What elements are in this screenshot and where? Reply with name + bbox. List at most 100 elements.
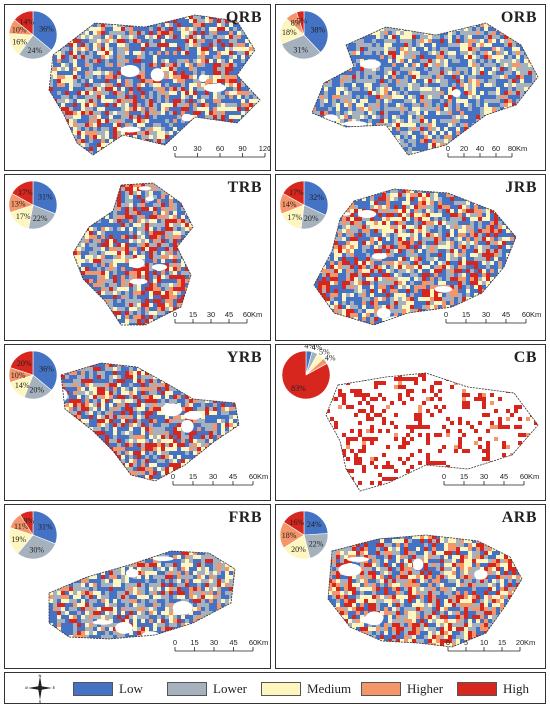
pie-slice-low xyxy=(32,10,58,51)
pie-label-lower: 22% xyxy=(309,540,324,549)
scale-tick: 15 xyxy=(189,310,197,319)
legend: N S E W Low Lower Medium Higher High xyxy=(4,672,546,704)
pie-label-low: 36% xyxy=(39,365,54,374)
compass-w: W xyxy=(25,685,28,690)
scale-bar: 0 15 30 45 60 Km xyxy=(442,472,539,486)
scale-tick: 30 xyxy=(207,310,215,319)
scale-tick: 45 xyxy=(500,472,508,481)
pie-arb: 24% 22%20% 18% 16% xyxy=(279,510,329,560)
map-yrb: 36%20%14%10%20%0 15 30 45 60 Km xyxy=(8,350,268,486)
pie-label-lower: 4% xyxy=(312,345,323,352)
map-trb: 31%22%17%13%17%0 15 30 45 60 Km xyxy=(8,180,262,326)
pie-label-higher: 8% xyxy=(291,18,302,27)
panel-orb: 38% 31% 18% 8% 5% 0 20 40 60 80 Km ORB xyxy=(275,4,546,171)
pie-frb: 31% 30%19% 11%9% xyxy=(8,510,58,560)
pie-label-high: 9% xyxy=(24,517,35,526)
basin-outline xyxy=(60,362,240,482)
panel-qrb: 36% 24%16% 10%14% 0 30 60 90 120Km QRB xyxy=(4,4,271,171)
pie-label-medium: 17% xyxy=(16,212,31,221)
basin-outline xyxy=(72,182,194,326)
pie-slice-high xyxy=(281,350,331,400)
legend-label-medium: Medium xyxy=(307,681,352,696)
scale-tick: 60 xyxy=(216,144,224,153)
pie-label-lower: 31% xyxy=(293,46,308,55)
scale-tick: 15 xyxy=(462,310,470,319)
pie-slice-low xyxy=(32,350,58,391)
scale-tick: 45 xyxy=(502,310,510,319)
scale-tick: 20 xyxy=(516,638,524,647)
scale-tick: 45 xyxy=(229,638,237,647)
scale-bar: 0 15 30 45 60 Km xyxy=(173,310,262,324)
scale-tick: 30 xyxy=(193,144,201,153)
scale-unit: Km xyxy=(524,638,535,647)
pie-slice-low xyxy=(303,180,329,216)
panel-yrb: 36% 20% 14% 10% 20% 0 15 30 45 60 Km YRB xyxy=(4,344,271,501)
scale-tick: 120 xyxy=(259,144,271,153)
panel-title: TRB xyxy=(227,179,262,196)
pie-label-low: 24% xyxy=(307,520,322,529)
pie-label-low: 31% xyxy=(38,523,53,532)
scale-tick: 15 xyxy=(190,638,198,647)
scale-unit: Km xyxy=(251,310,262,319)
pie-label-lower: 30% xyxy=(29,545,44,554)
pie-slice-high xyxy=(19,510,34,537)
panel-title: JRB xyxy=(505,179,537,196)
pie-label-medium: 18% xyxy=(282,28,297,37)
scale-tick: 45 xyxy=(229,472,237,481)
scale-tick: 10 xyxy=(480,638,488,647)
pie-label-high: 17% xyxy=(18,188,33,197)
pie-slice-low xyxy=(32,180,58,215)
pie-label-lower: 22% xyxy=(33,214,48,223)
pie-slice-lower xyxy=(18,34,52,60)
scale-unit: Km xyxy=(257,472,268,481)
compass-e: E xyxy=(53,685,55,690)
pie-cb: 4%4%5%4%83% xyxy=(281,345,336,400)
pie-label-higher: 11% xyxy=(14,522,29,531)
pie-label-low: 31% xyxy=(38,193,53,202)
scale-unit: Km xyxy=(530,310,541,319)
pie-label-low: 4% xyxy=(304,345,315,350)
scale-tick: 60 xyxy=(249,472,257,481)
legend-label-higher: Higher xyxy=(407,681,444,696)
scale-tick: 45 xyxy=(225,310,233,319)
map-frb: 31% 30%19% 11%9% 0 15 30 45 60 Km xyxy=(8,510,268,652)
pie-label-medium: 17% xyxy=(288,213,303,222)
scale-tick: 60 xyxy=(522,310,530,319)
pie-label-medium: 16% xyxy=(12,37,27,46)
pie-label-low: 32% xyxy=(309,193,324,202)
compass-n: N xyxy=(39,673,42,678)
legend-label-lower: Lower xyxy=(213,681,247,696)
scale-bar: 0 20 40 60 80 Km xyxy=(446,144,527,158)
legend-swatch-higher xyxy=(361,682,401,696)
pie-label-medium: 20% xyxy=(291,545,306,554)
basin-outline xyxy=(48,14,261,156)
scale-tick: 0 xyxy=(446,638,450,647)
pie-slice-lower xyxy=(303,533,329,559)
pie-trb: 31%22%17%13%17% xyxy=(8,180,58,230)
legend-swatch-high xyxy=(457,682,497,696)
scale-tick: 60 xyxy=(243,310,251,319)
legend-label-low: Low xyxy=(119,681,143,696)
scale-tick: 15 xyxy=(189,472,197,481)
pie-label-high: 83% xyxy=(291,384,306,393)
scale-tick: 0 xyxy=(173,144,177,153)
legend-swatch-low xyxy=(73,682,113,696)
pie-label-medium: 19% xyxy=(11,535,26,544)
pie-label-higher: 14% xyxy=(282,200,297,209)
panel-title: YRB xyxy=(226,349,262,366)
pie-slice-high xyxy=(14,10,34,36)
pie-label-higher: 10% xyxy=(12,26,27,35)
pie-label-lower: 20% xyxy=(304,214,319,223)
pie-slice-high xyxy=(283,510,305,536)
scale-unit: Km xyxy=(269,144,271,153)
panel-arb: 24% 22% 20% 18% 16% 0 5 10 15 20 Km ARB xyxy=(275,504,546,669)
scale-tick: 30 xyxy=(482,310,490,319)
scale-bar: 0 30 60 90 120Km xyxy=(173,144,271,158)
map-cb: 4%4%5%4%83%0 15 30 45 60 Km xyxy=(281,345,539,492)
scale-tick: 20 xyxy=(460,144,468,153)
scale-tick: 15 xyxy=(498,638,506,647)
scale-tick: 90 xyxy=(238,144,246,153)
pie-label-medium: 14% xyxy=(15,381,30,390)
scale-tick: 60 xyxy=(492,144,500,153)
scale-tick: 60 xyxy=(249,638,257,647)
